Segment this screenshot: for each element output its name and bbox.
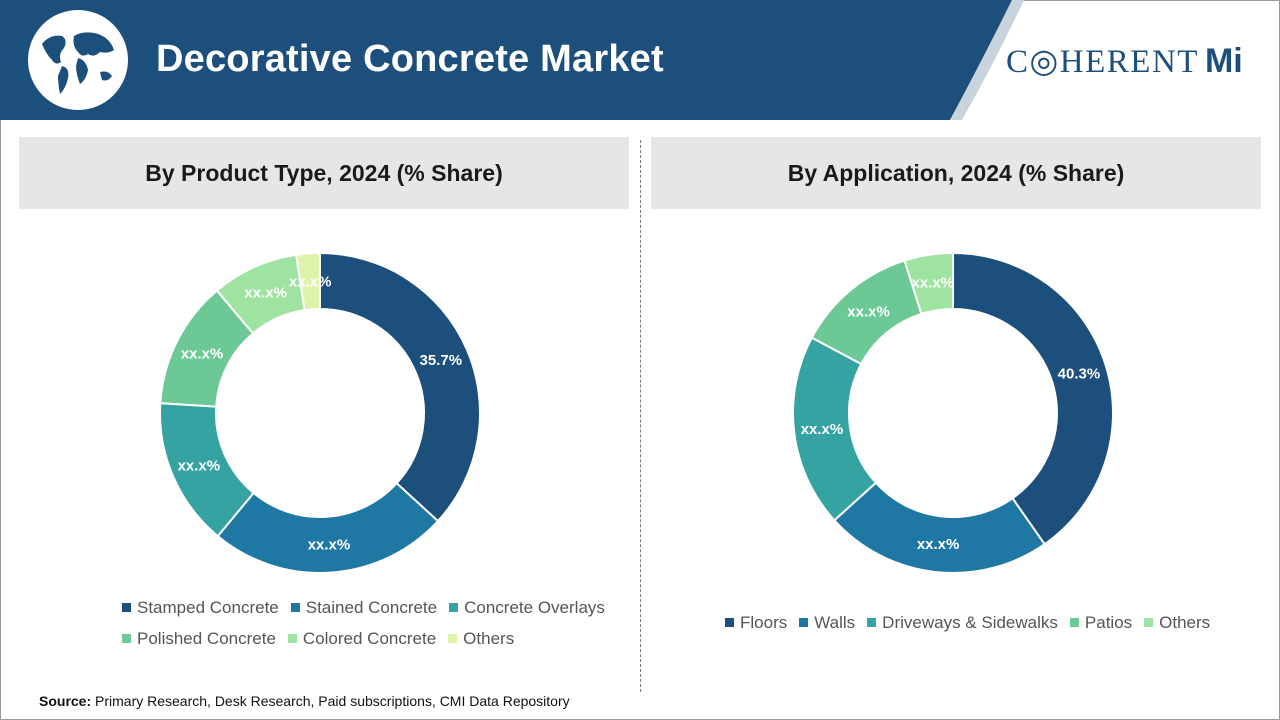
- header-banner: Decorative Concrete Market C◎HERENT Mi: [0, 0, 1280, 120]
- data-label: xx.x%: [244, 285, 287, 302]
- chart-title-application: By Application, 2024 (% Share): [651, 137, 1261, 209]
- header-background: [0, 0, 1024, 120]
- donut-chart-1: 40.3% xx.x% xx.x% xx.x% xx.x%: [792, 251, 1114, 574]
- slice-walls: [832, 481, 1046, 574]
- data-label: 35.7%: [420, 352, 463, 369]
- slice-floors: [952, 251, 1114, 546]
- legend-swatch: [448, 634, 458, 643]
- legend-swatch: [1144, 618, 1154, 627]
- slice-others: [903, 251, 954, 316]
- data-label: 40.3%: [1058, 365, 1101, 382]
- data-label: xx.x%: [289, 273, 332, 290]
- chart-title-product-type: By Product Type, 2024 (% Share): [19, 137, 629, 209]
- legend-item: Colored Concrete: [287, 628, 437, 649]
- panel-divider: [640, 140, 641, 692]
- data-label: xx.x%: [847, 304, 890, 321]
- legend-application: Floors Walls Driveways & Sidewalks Patios Ot…: [725, 607, 1222, 638]
- source-note: Source: Primary Research, Desk Research,…: [39, 693, 570, 709]
- logo-mi: Mi: [1204, 41, 1243, 80]
- legend-product-type: Stamped Concrete Stained Concrete Concrete…: [122, 592, 617, 654]
- legend-item: Patios: [1069, 612, 1133, 633]
- legend-label: Stamped Concrete: [137, 597, 279, 617]
- legend-swatch: [799, 618, 809, 627]
- legend-swatch: [287, 634, 297, 643]
- legend-item: Stained Concrete: [290, 597, 438, 618]
- legend-swatch: [122, 603, 131, 612]
- legend-swatch: [867, 618, 877, 627]
- legend-swatch: [1069, 618, 1079, 627]
- slice-stamped-concrete: [319, 251, 481, 523]
- legend-row: Polished Concrete Colored Concrete Others: [122, 623, 617, 654]
- data-label: xx.x%: [801, 421, 844, 438]
- legend-item: Floors: [725, 613, 787, 633]
- legend-label: Polished Concrete: [137, 628, 276, 648]
- legend-item: Polished Concrete: [122, 629, 276, 649]
- legend-label: Concrete Overlays: [464, 597, 605, 617]
- source-text: Primary Research, Desk Research, Paid su…: [95, 693, 570, 709]
- legend-swatch: [449, 603, 459, 612]
- legend-label: Colored Concrete: [302, 628, 437, 648]
- globe-icon: [28, 10, 128, 110]
- legend-item: Walls: [799, 613, 855, 633]
- legend-label: Driveways & Sidewalks: [882, 612, 1058, 632]
- legend-label: Stained Concrete: [305, 597, 438, 617]
- data-label: xx.x%: [178, 457, 221, 474]
- legend-item: Driveways & Sidewalks: [867, 613, 1058, 633]
- legend-swatch: [290, 603, 300, 612]
- legend-item: Stamped Concrete: [122, 598, 279, 618]
- slice-others: [295, 251, 321, 312]
- legend-row: Stamped Concrete Stained Concrete Concrete…: [122, 592, 617, 623]
- legend-label: Floors: [740, 612, 788, 632]
- legend-label: Others: [463, 628, 515, 648]
- legend-label: Walls: [814, 612, 856, 632]
- data-label: xx.x%: [308, 537, 351, 554]
- data-label: xx.x%: [917, 536, 960, 553]
- data-label: xx.x%: [911, 275, 954, 292]
- legend-item: Others: [448, 629, 514, 649]
- logo-wordmark: C◎HERENT: [1006, 44, 1199, 80]
- legend-swatch: [122, 634, 131, 643]
- legend-item: Concrete Overlays: [449, 598, 605, 618]
- source-label: Source:: [39, 693, 92, 709]
- page-title: Decorative Concrete Market: [156, 38, 664, 80]
- data-label: xx.x%: [181, 346, 224, 363]
- coherent-mi-logo: C◎HERENT Mi: [1006, 38, 1243, 84]
- legend-label: Patios: [1084, 612, 1133, 632]
- legend-swatch: [725, 618, 734, 627]
- legend-label: Others: [1159, 612, 1211, 632]
- slice-stained-concrete: [216, 481, 440, 574]
- legend-item: Others: [1144, 613, 1210, 633]
- donut-chart-0: 35.7%xx.x%xx.x%xx.x%xx.x%xx.x%: [159, 251, 481, 574]
- legend-row: Floors Walls Driveways & Sidewalks Patios Ot…: [725, 607, 1222, 638]
